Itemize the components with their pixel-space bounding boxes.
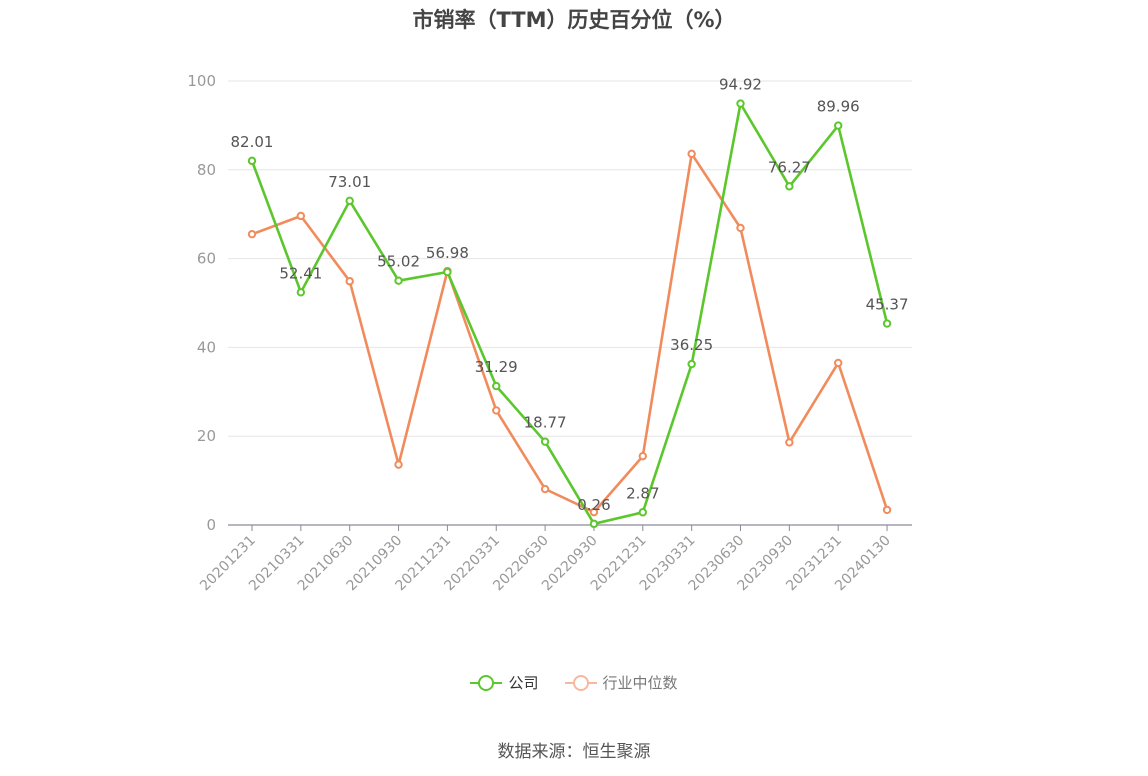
company-point-20221231 <box>638 508 647 517</box>
company-data-label: 56.98 <box>426 244 469 262</box>
company-point-20210331 <box>296 288 306 297</box>
industry-point-20220630 <box>540 484 550 494</box>
company-data-label: 82.01 <box>231 133 274 151</box>
company-data-label: 18.77 <box>524 414 567 432</box>
company-point-20240130 <box>882 319 892 328</box>
company-point-20231231 <box>834 121 843 130</box>
y-tick-label: 40 <box>197 338 216 356</box>
industry-point-20210331 <box>296 211 306 221</box>
company-point-20210930 <box>394 276 403 285</box>
industry-point-20230331 <box>687 149 696 159</box>
company-point-20210630 <box>345 196 354 206</box>
y-tick-label: 0 <box>206 516 216 534</box>
legend-industry-label: 行业中位数 <box>602 674 678 692</box>
y-tick-label: 100 <box>187 72 216 90</box>
company-data-label: 76.27 <box>768 158 811 176</box>
legend-company-label: 公司 <box>508 674 539 692</box>
industry-point-20231231 <box>834 358 843 368</box>
company-data-label: 36.25 <box>670 336 713 354</box>
industry-point-20240130 <box>882 505 892 515</box>
company-data-label: 0.26 <box>577 496 610 514</box>
industry-point-20210930 <box>394 460 403 469</box>
industry-point-20220930 <box>589 507 599 517</box>
axes: 0204060801002020123120210331202106302021… <box>187 72 912 594</box>
chart-title: 市销率（TTM）历史百分位（%） <box>412 8 736 32</box>
company-point-20211231 <box>443 267 452 277</box>
source-note: 数据来源：恒生聚源 <box>497 742 651 762</box>
data-labels: 82.01 52.41 73.01 55.02 56.98 31.29 18.77 0.26 2… <box>231 76 909 514</box>
company-point-20220930 <box>589 519 599 529</box>
company-point-20201231 <box>247 156 257 166</box>
series-line-industry <box>251 152 889 514</box>
legend-company-marker-icon <box>470 674 503 691</box>
industry-point-20201231 <box>247 229 257 239</box>
company-point-20230930 <box>785 182 794 191</box>
y-tick-label: 20 <box>197 427 216 445</box>
legend-item-industry-median[interactable]: 行业中位数 <box>564 672 678 693</box>
y-tick-label: 60 <box>197 250 216 268</box>
data-points <box>247 99 892 529</box>
series-lines <box>250 102 889 526</box>
company-data-label: 73.01 <box>328 173 371 191</box>
company-data-label: 55.02 <box>377 253 420 271</box>
company-point-20220331 <box>492 381 501 391</box>
company-data-label: 45.37 <box>866 296 909 314</box>
company-data-label: 89.96 <box>817 98 860 116</box>
series-line-company <box>250 102 889 526</box>
industry-point-20230930 <box>785 438 794 447</box>
company-point-20230331 <box>687 359 696 369</box>
grid-lines <box>228 80 912 437</box>
industry-point-20210630 <box>345 277 354 286</box>
company-data-label: 31.29 <box>475 358 518 376</box>
y-tick-label: 80 <box>197 161 216 179</box>
legend: 公司 行业中位数 <box>0 672 1148 693</box>
industry-point-20230630 <box>736 223 745 233</box>
legend-item-company[interactable]: 公司 <box>470 672 539 693</box>
company-data-label: 94.92 <box>719 76 762 94</box>
company-point-20230630 <box>736 99 745 108</box>
industry-point-20220331 <box>492 406 501 415</box>
company-point-20220630 <box>540 437 550 446</box>
legend-industry-marker-icon <box>564 674 597 691</box>
company-data-label: 52.41 <box>279 264 322 282</box>
industry-point-20221231 <box>638 451 647 461</box>
company-data-label: 2.87 <box>626 484 659 502</box>
